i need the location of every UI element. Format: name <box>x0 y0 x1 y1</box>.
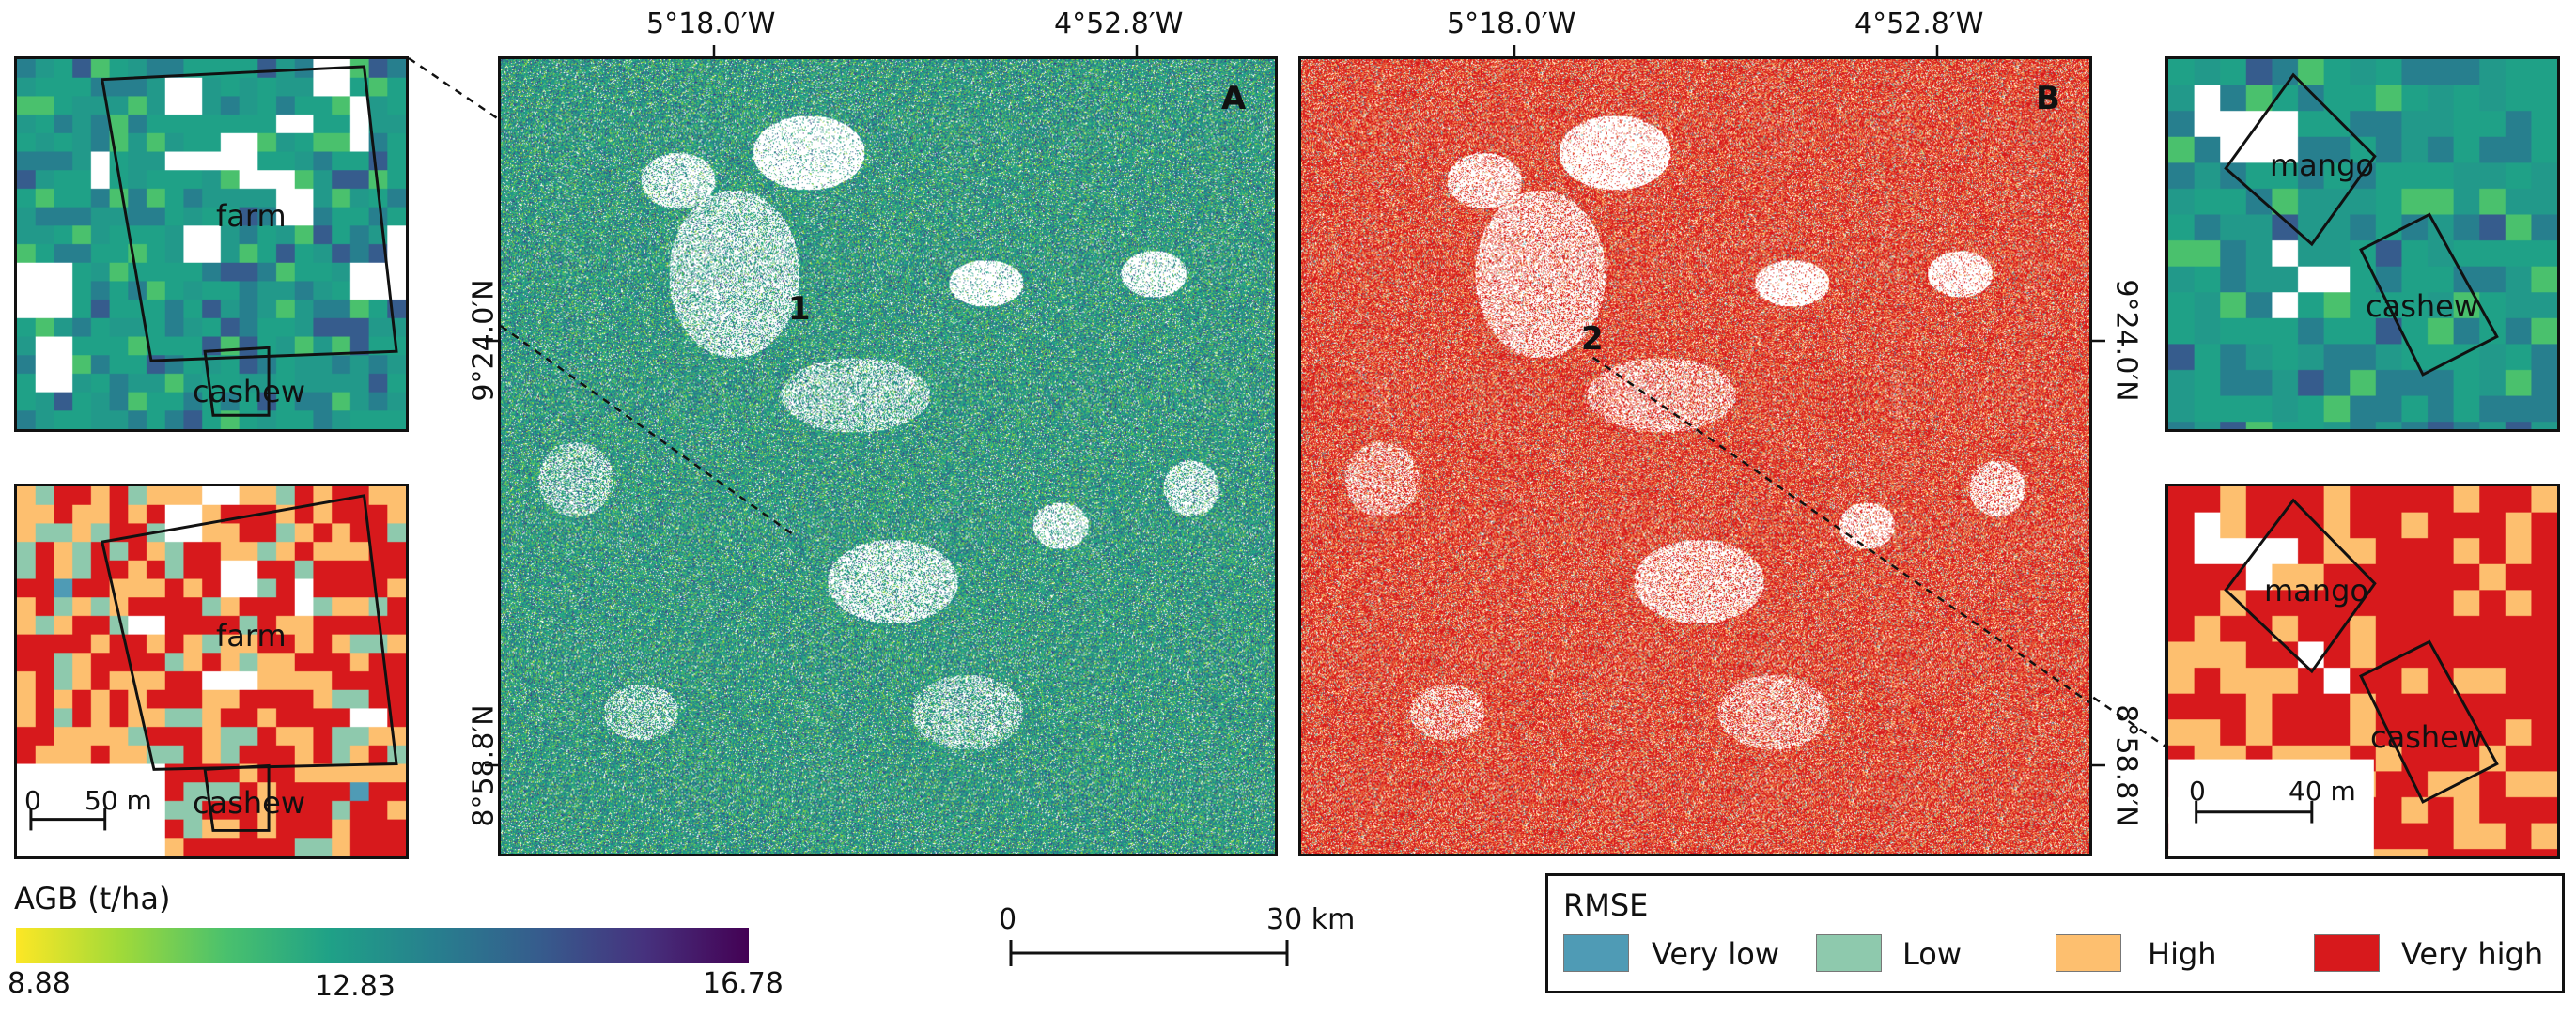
map-a-x-tick-2: 4°52.8′W <box>1054 8 1184 40</box>
legend-label-low: Low <box>1902 936 1963 972</box>
farm-label: farm <box>216 198 287 234</box>
rmse-legend: RMSE Very low Low High Very high <box>1545 873 2565 993</box>
scalebar-zero: 0 <box>999 903 1017 936</box>
inset-right-agb-raster <box>2168 59 2557 429</box>
map-b-x-tick-1: 5°18.0′W <box>1447 8 1576 40</box>
legend-swatch-very-high <box>2314 934 2380 972</box>
scalebar <box>1009 940 1289 966</box>
inset-right-agb-overlay <box>2224 72 2499 377</box>
legend-title: RMSE <box>1563 887 1649 923</box>
legend-label-very-low: Very low <box>1652 936 1779 972</box>
map-a-raster <box>501 59 1275 854</box>
colorbar-mid: 12.83 <box>315 970 396 1003</box>
map-a-letter: A <box>1221 80 1247 117</box>
farm-boundary <box>101 65 398 362</box>
colorbar-gradient <box>16 928 749 963</box>
farm-boundary <box>100 494 398 771</box>
inset-right-rmse: mango cashew 0 40 m <box>2165 484 2560 859</box>
map-b-letter: B <box>2036 80 2060 117</box>
inset-left-scale-zero: 0 <box>24 785 41 816</box>
colorbar-title: AGB (t/ha) <box>14 881 171 916</box>
inset-left-rmse: farm cashew 0 50 m <box>14 484 409 859</box>
inset-right-scale-value: 40 m <box>2289 776 2356 807</box>
mango-boundary <box>2224 498 2377 674</box>
legend-label-very-high: Very high <box>2401 936 2544 972</box>
cashew-label: cashew <box>2366 288 2479 324</box>
cashew-boundary <box>203 346 271 417</box>
inset-left-rmse-overlay <box>17 494 398 856</box>
map-b-x-tick-2: 4°52.8′W <box>1854 8 1984 40</box>
cashew-label: cashew <box>193 785 306 821</box>
cashew-boundary <box>203 763 271 832</box>
mango-label: mango <box>2270 147 2374 183</box>
inset-left-agb-overlay <box>101 65 398 417</box>
legend-label-high: High <box>2148 936 2217 972</box>
legend-swatch-high <box>2056 934 2121 972</box>
colorbar-max: 16.78 <box>703 967 784 1000</box>
inset-left-scalebar-bg <box>17 765 161 856</box>
map-b: B 2 <box>1298 56 2092 856</box>
map-b-y-tick-1: 9°24.0′N <box>2109 279 2143 402</box>
map-b-point-label: 2 <box>1581 320 1604 358</box>
cashew-boundary <box>2359 212 2499 377</box>
inset-left-agb-raster <box>17 59 406 429</box>
map-a-point-label: 1 <box>788 290 811 328</box>
scalebar-value: 30 km <box>1266 903 1356 936</box>
inset-right-agb: mango cashew <box>2165 56 2560 432</box>
map-b-raster <box>1301 59 2089 854</box>
farm-label: farm <box>216 618 287 654</box>
legend-swatch-low <box>1816 934 1882 972</box>
inset-left-scale-value: 50 m <box>85 785 152 816</box>
cashew-label: cashew <box>2370 719 2484 755</box>
legend-swatch-very-low <box>1563 934 1629 972</box>
map-a-overlay <box>501 325 796 537</box>
cashew-label: cashew <box>193 374 306 409</box>
map-b-overlay <box>1592 356 2089 704</box>
inset-right-scale-zero: 0 <box>2189 776 2206 807</box>
map-a: A 1 <box>498 56 1278 856</box>
mango-boundary <box>2224 72 2377 247</box>
inset-right-rmse-overlay <box>2168 498 2499 856</box>
map-b-y-tick-2: 8°58.8′N <box>2109 704 2143 827</box>
inset-left-agb: farm cashew <box>14 56 409 432</box>
cashew-boundary <box>2359 639 2499 804</box>
colorbar-min: 8.88 <box>8 967 70 1000</box>
map-a-x-tick-1: 5°18.0′W <box>646 8 776 40</box>
mango-label: mango <box>2264 573 2368 608</box>
inset-right-scalebar-bg <box>2168 759 2374 856</box>
